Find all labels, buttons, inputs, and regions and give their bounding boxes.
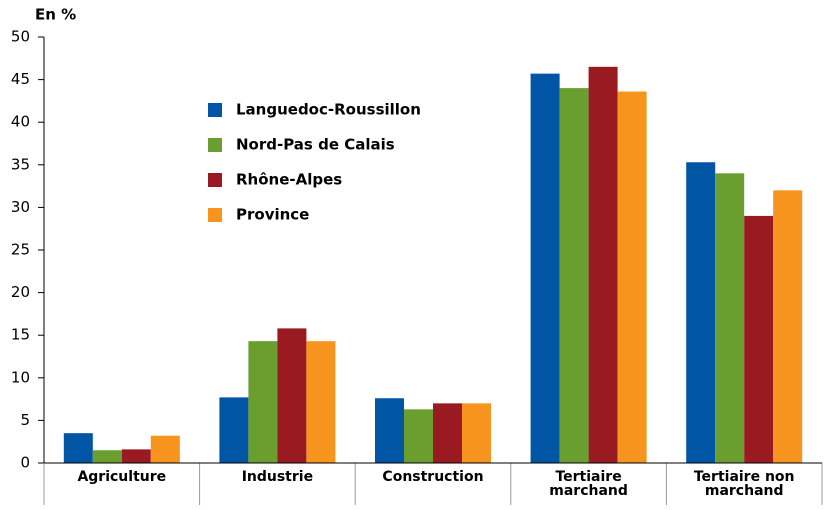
x-tick-label: Agriculture [77,469,167,485]
legend-label: Rhône-Alpes [236,171,342,189]
bar [248,341,278,463]
bar [150,435,180,463]
x-tick-label: Industrie [241,469,314,485]
bar [121,449,151,463]
bar [63,433,93,463]
bar [219,397,249,463]
y-tick-label: 45 [11,70,30,88]
y-tick-label: 40 [11,113,30,131]
y-axis-label: En % [35,6,76,24]
legend-swatch [208,103,222,117]
bar [306,341,336,463]
legend-label: Nord-Pas de Calais [236,136,395,154]
bar [530,73,560,464]
legend-label: Province [236,206,309,224]
bar [559,88,589,464]
y-tick-label: 20 [11,283,30,301]
x-tick-label: Tertiaire non marchand [693,469,795,499]
bar [277,328,307,463]
legend-swatch [208,208,222,222]
legend-swatch [208,138,222,152]
legend-label: Languedoc-Roussillon [236,101,421,119]
bar [715,173,745,463]
y-tick-label: 0 [20,454,30,472]
bar [588,66,618,463]
bar [92,450,122,463]
bar [773,190,803,464]
y-tick-label: 35 [11,155,30,173]
bar [404,409,433,463]
y-tick-label: 10 [11,368,30,386]
y-tick-label: 5 [20,411,30,429]
x-tick-label: Construction [382,469,484,485]
legend-swatch [208,173,222,187]
y-tick-label: 30 [11,198,30,216]
y-tick-label: 50 [11,28,30,46]
bar [686,162,716,463]
bar [744,215,774,463]
bar [462,403,491,463]
x-tick-label: Tertiaire marchand [549,469,628,499]
bar [617,91,647,463]
bar [375,398,404,463]
bar [433,403,462,463]
y-tick-label: 25 [11,241,30,259]
y-tick-label: 15 [11,326,30,344]
